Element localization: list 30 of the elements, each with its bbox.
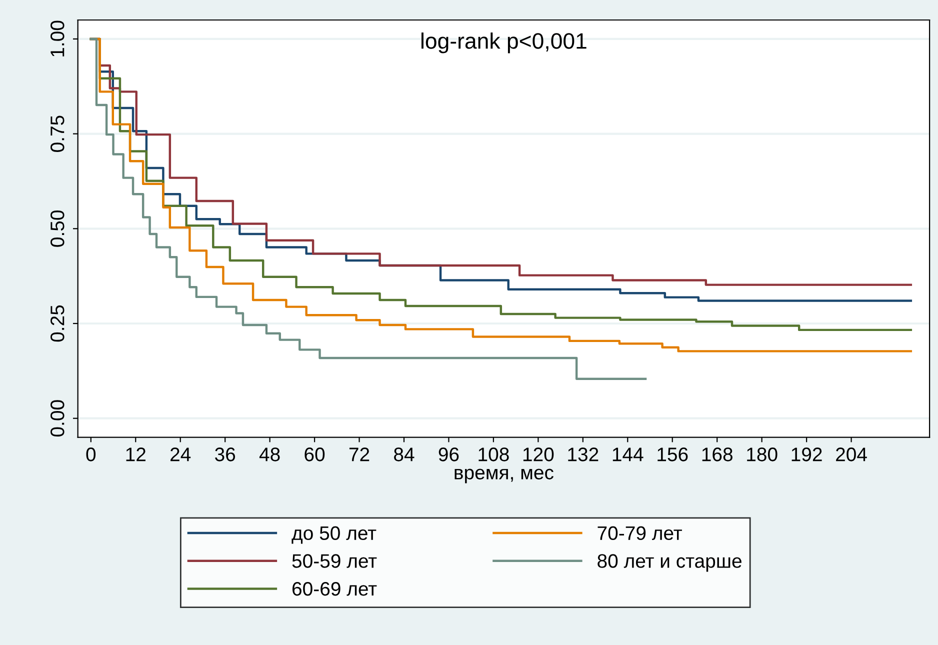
- legend-label: 80 лет и старше: [598, 554, 742, 572]
- x-tick-label: 72: [349, 448, 370, 462]
- x-tick-label: 12: [126, 448, 146, 462]
- x-tick-label: 48: [259, 448, 280, 462]
- x-tick-label: 24: [170, 448, 191, 462]
- x-tick-label: 108: [478, 448, 509, 462]
- x-tick-label: 84: [394, 448, 414, 462]
- legend-label: 70-79 лет: [598, 526, 682, 540]
- x-tick-label: 168: [702, 448, 732, 462]
- x-tick-label: 0: [86, 448, 96, 462]
- y-tick-label: 0.25: [50, 305, 64, 342]
- x-tick-label: 36: [215, 448, 236, 462]
- y-tick-label: 0.50: [50, 210, 64, 247]
- x-tick-label: 156: [658, 448, 688, 462]
- x-tick-label: 132: [568, 448, 598, 462]
- legend-label: до 50 лет: [292, 526, 376, 544]
- y-tick-label: 1.00: [50, 20, 64, 56]
- y-tick-label: 0.75: [50, 116, 64, 152]
- y-tick-label: 0.00: [50, 400, 64, 436]
- x-tick-label: 180: [747, 448, 778, 462]
- x-tick-label: 60: [304, 448, 325, 462]
- x-tick-label: 204: [836, 448, 867, 462]
- x-axis-title: время, мес: [454, 468, 554, 484]
- legend-label: 50-59 лет: [292, 554, 377, 568]
- x-tick-label: 96: [438, 448, 459, 462]
- x-tick-label: 120: [523, 448, 554, 462]
- annotation: log-rank p<0,001: [422, 32, 586, 54]
- legend-label: 60-69 лет: [292, 582, 377, 596]
- x-tick-label: 144: [612, 448, 644, 462]
- x-tick-label: 192: [792, 448, 822, 462]
